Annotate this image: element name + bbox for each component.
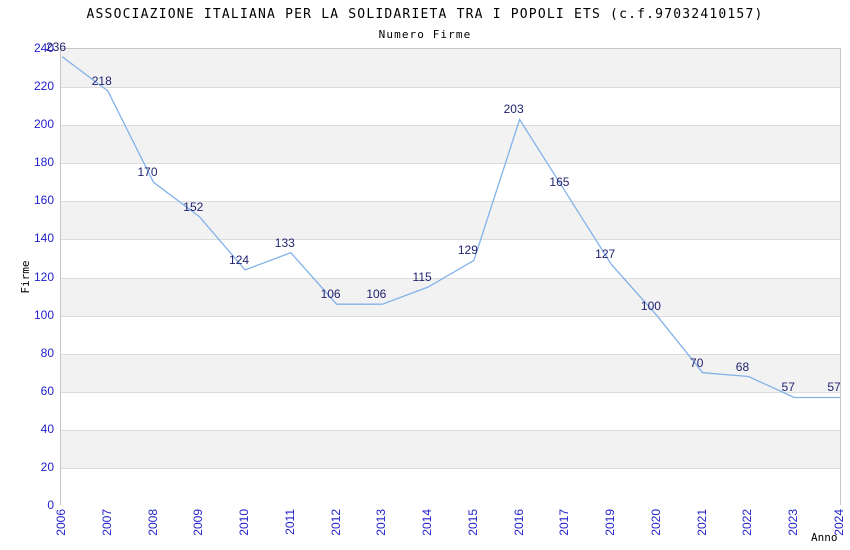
series-line xyxy=(61,56,840,399)
plot-band xyxy=(61,429,840,468)
y-tick-label: 0 xyxy=(47,498,54,512)
x-tick-label: 2008 xyxy=(145,509,160,536)
grid-line xyxy=(61,87,840,88)
plot-band xyxy=(61,467,840,506)
data-point-label: 236 xyxy=(45,39,67,54)
data-point-label: 129 xyxy=(457,243,478,258)
y-tick-label: 200 xyxy=(33,117,54,132)
x-axis-title: Anno xyxy=(811,531,838,544)
plot-band xyxy=(61,315,840,354)
plot-band xyxy=(61,49,840,88)
y-tick-label: 220 xyxy=(33,79,54,94)
y-tick-label: 180 xyxy=(33,155,54,170)
x-tick-label: 2021 xyxy=(694,509,709,536)
data-point-label: 115 xyxy=(412,270,432,285)
data-point-label: 133 xyxy=(274,235,295,250)
x-tick-label: 2015 xyxy=(465,509,480,536)
data-point-label: 203 xyxy=(503,102,524,117)
data-point-label: 127 xyxy=(595,247,616,262)
data-point-label: 57 xyxy=(781,380,795,395)
x-tick-label: 2013 xyxy=(374,509,389,536)
x-tick-label: 2010 xyxy=(237,509,252,536)
data-point-label: 106 xyxy=(366,287,387,302)
y-tick-label: 160 xyxy=(33,193,54,208)
data-point-label: 218 xyxy=(91,73,112,88)
x-tick-label: 2012 xyxy=(328,509,343,536)
data-point-label: 152 xyxy=(183,199,204,214)
grid-line xyxy=(61,316,840,317)
y-tick-label: 20 xyxy=(40,459,54,474)
plot-band xyxy=(61,239,840,278)
data-point-label: 57 xyxy=(827,380,841,395)
y-tick-label: 40 xyxy=(40,421,54,436)
y-tick-label: 60 xyxy=(40,383,54,398)
x-tick-label: 2017 xyxy=(557,509,572,536)
x-tick-label: 2016 xyxy=(511,509,526,536)
data-point-label: 124 xyxy=(229,252,250,267)
plot-area xyxy=(60,48,841,506)
grid-line xyxy=(61,201,840,202)
x-tick-label: 2014 xyxy=(420,509,435,536)
grid-line xyxy=(61,392,840,393)
grid-line xyxy=(61,125,840,126)
plot-band xyxy=(61,201,840,240)
y-tick-label: 80 xyxy=(40,345,54,360)
plot-band xyxy=(61,87,840,126)
grid-line xyxy=(61,239,840,240)
plot-band xyxy=(61,277,840,316)
y-tick-label: 120 xyxy=(33,269,54,284)
x-tick-label: 2009 xyxy=(191,509,206,536)
plot-band xyxy=(61,163,840,202)
x-tick-label: 2020 xyxy=(648,509,663,536)
y-tick-label: 100 xyxy=(33,307,54,322)
plot-band xyxy=(61,125,840,164)
chart-subtitle: Numero Firme xyxy=(378,28,472,41)
data-point-label: 100 xyxy=(640,298,661,313)
x-tick-label: 2023 xyxy=(786,509,801,536)
x-tick-label: 2011 xyxy=(282,509,297,535)
chart-title: ASSOCIAZIONE ITALIANA PER LA SOLIDARIETA… xyxy=(86,7,764,22)
grid-line xyxy=(61,468,840,469)
data-point-label: 170 xyxy=(137,165,158,180)
x-tick-label: 2022 xyxy=(740,509,755,536)
y-tick-label: 140 xyxy=(33,231,54,246)
x-tick-label: 2007 xyxy=(99,509,114,536)
data-point-label: 106 xyxy=(320,287,341,302)
x-tick-label: 2019 xyxy=(603,509,618,536)
plot-band xyxy=(61,391,840,430)
grid-line xyxy=(61,354,840,355)
y-tick-label: 240 xyxy=(33,41,54,55)
grid-line xyxy=(61,278,840,279)
x-tick-label: 2006 xyxy=(54,509,68,536)
line-series xyxy=(61,56,840,399)
data-point-label: 68 xyxy=(735,359,750,374)
x-tick-label: 2024 xyxy=(832,509,846,536)
grid-line xyxy=(61,163,840,164)
data-point-label: 165 xyxy=(549,174,570,189)
data-point-label: 70 xyxy=(690,355,704,370)
grid-line xyxy=(61,430,840,431)
